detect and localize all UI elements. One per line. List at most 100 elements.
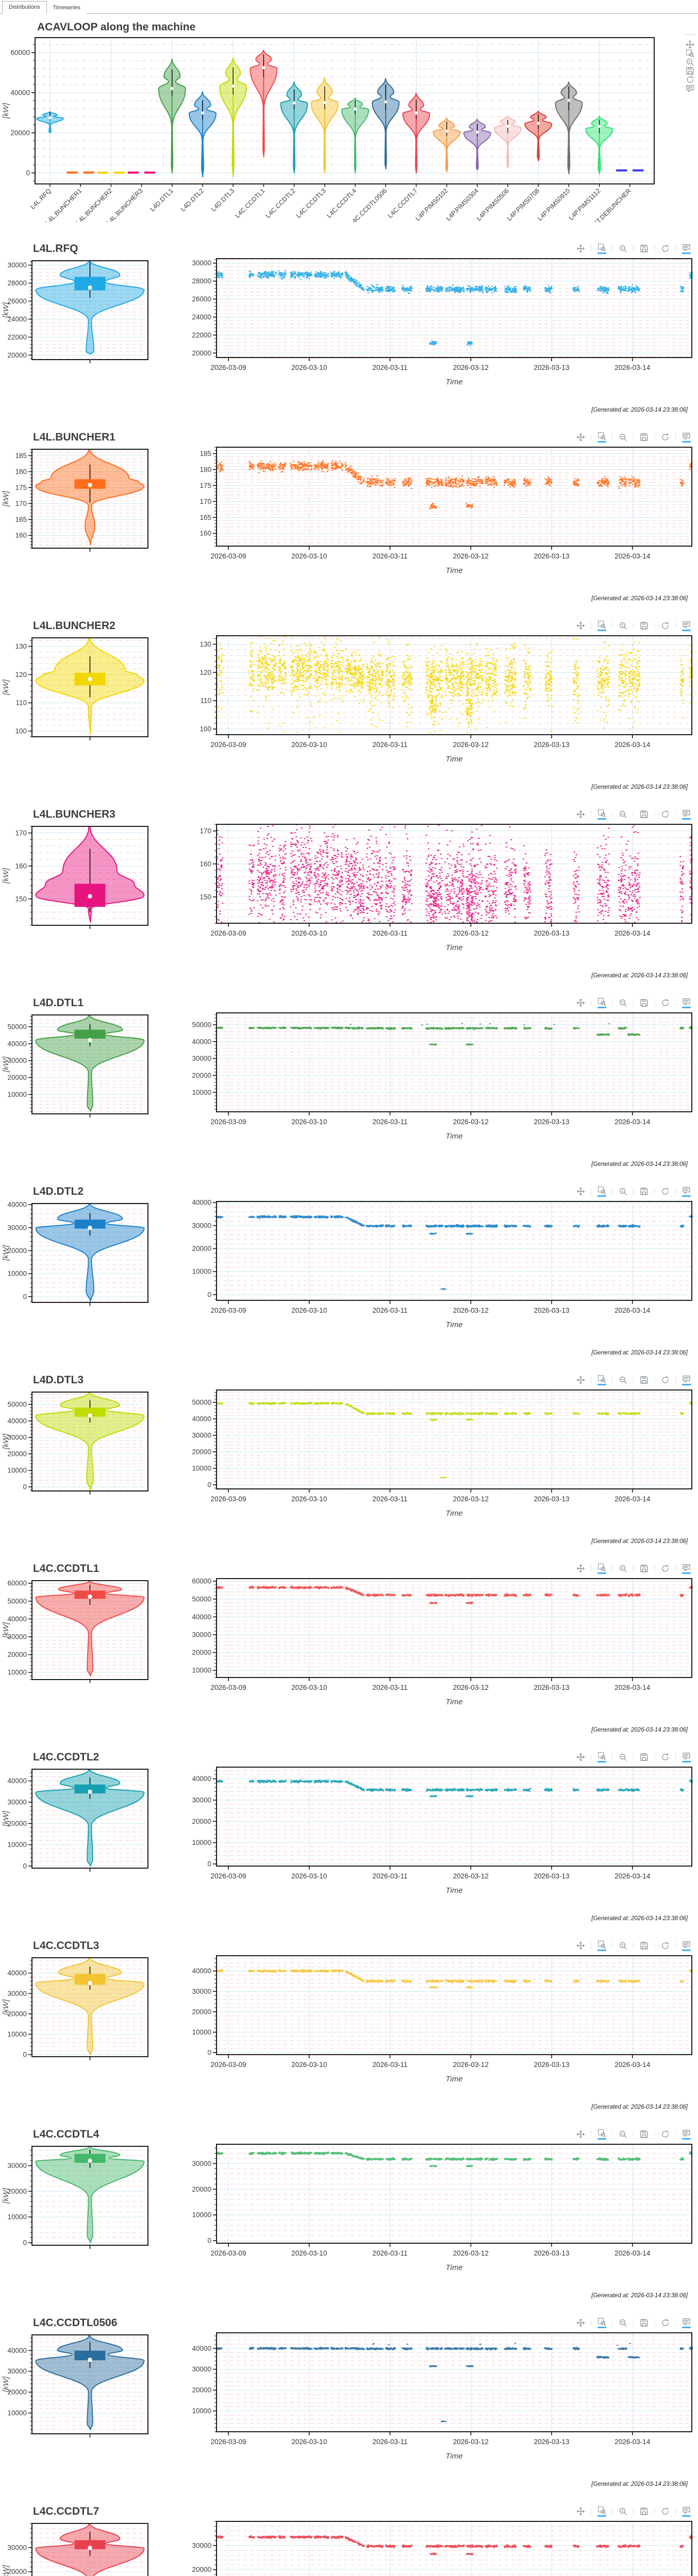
save-tool-icon[interactable] <box>639 810 649 819</box>
wheel-zoom-tool-icon[interactable] <box>618 1564 627 1573</box>
hover-tool-icon[interactable] <box>682 620 691 631</box>
timeseries-plot[interactable]: 10000 20000 30000 40000 2026-03-09 2026-03-10… <box>157 2329 698 2476</box>
wheel-zoom-tool-icon[interactable] <box>618 244 627 253</box>
box-zoom-tool-icon[interactable] <box>597 1563 606 1574</box>
pan-tool-icon[interactable] <box>576 621 585 630</box>
hover-tool-icon[interactable] <box>685 84 694 93</box>
violin-plot[interactable]: 150 160 170 [kW] <box>0 822 155 952</box>
save-tool-icon[interactable] <box>639 998 649 1007</box>
box-zoom-tool-icon[interactable] <box>597 1186 606 1197</box>
reset-tool-icon[interactable] <box>660 244 670 253</box>
save-tool-icon[interactable] <box>639 2318 649 2327</box>
timeseries-plot[interactable]: 0 10000 20000 30000 40000 2026-03-09 2026-03-1… <box>157 1952 698 2098</box>
violin-plot[interactable]: 0 10000 20000 30000 40000 [kW] <box>0 1954 155 2083</box>
reset-tool-icon[interactable] <box>660 1187 670 1196</box>
timeseries-plot[interactable]: 10000 20000 30000 40000 50000 60000 2026-03-09… <box>157 1574 698 1721</box>
hover-tool-icon[interactable] <box>682 2129 691 2140</box>
violin-plot[interactable]: 10000 20000 30000 40000 50000 [kW] <box>0 1011 155 1141</box>
timeseries-plot[interactable]: 01000020000300002026-03-092026-03-102026… <box>157 2517 698 2576</box>
violin-plot[interactable]: 20000 22000 24000 26000 28000 30000 [kW] <box>0 257 155 386</box>
reset-tool-icon[interactable] <box>660 1941 670 1950</box>
wheel-zoom-tool-icon[interactable] <box>618 1376 627 1384</box>
hover-tool-icon[interactable] <box>682 809 691 820</box>
tab-timeseries[interactable]: Timeseries <box>46 2 87 14</box>
tab-distributions[interactable]: Distributions <box>2 1 47 14</box>
save-tool-icon[interactable] <box>639 433 649 442</box>
timeseries-plot[interactable]: 0 10000 20000 30000 40000 50000 2026-03-09 2026… <box>157 1386 698 1533</box>
pan-tool-icon[interactable] <box>576 433 585 442</box>
violin-plot[interactable]: 10000 20000 30000 40000 [kW] <box>0 2331 155 2461</box>
box-zoom-tool-icon[interactable] <box>597 809 606 820</box>
save-tool-icon[interactable] <box>639 1564 649 1573</box>
hover-tool-icon[interactable] <box>682 432 691 443</box>
save-tool-icon[interactable] <box>639 1376 649 1384</box>
hover-tool-icon[interactable] <box>682 1752 691 1762</box>
save-tool-icon[interactable] <box>685 66 694 75</box>
hover-tool-icon[interactable] <box>682 2317 691 2328</box>
reset-tool-icon[interactable] <box>660 1376 670 1384</box>
reset-tool-icon[interactable] <box>660 433 670 442</box>
reset-tool-icon[interactable] <box>660 810 670 819</box>
reset-tool-icon[interactable] <box>660 1564 670 1573</box>
save-tool-icon[interactable] <box>639 621 649 630</box>
overview-violin-svg[interactable]: 0200004000060000L4L.RFQL4L.BUNCHER1L4L.B… <box>0 36 698 230</box>
wheel-zoom-tool-icon[interactable] <box>618 2318 627 2327</box>
save-tool-icon[interactable] <box>639 244 649 253</box>
violin-plot[interactable]: 100 110 120 130 [kW] <box>0 634 155 764</box>
reset-tool-icon[interactable] <box>660 998 670 1007</box>
violin-plot[interactable]: 160 165 170 175 180 185 [kW] <box>0 445 155 575</box>
wheel-zoom-tool-icon[interactable] <box>618 998 627 1007</box>
reset-tool-icon[interactable] <box>660 1753 670 1761</box>
reset-tool-icon[interactable] <box>660 2318 670 2327</box>
overview-violin-plot[interactable]: 0 20000 40000 60000 L4L.RFQ L4L.BUNCHER1 L4L.B… <box>0 36 698 230</box>
pan-tool-icon[interactable] <box>576 1753 585 1761</box>
pan-tool-icon[interactable] <box>576 1941 585 1950</box>
timeseries-plot[interactable]: 20000 22000 24000 26000 28000 30000 2026-03-09… <box>157 255 698 401</box>
box-zoom-tool-icon[interactable] <box>597 243 606 254</box>
wheel-zoom-tool-icon[interactable] <box>618 621 627 630</box>
violin-plot[interactable]: 0 10000 20000 30000 40000 [kW] <box>0 1199 155 1329</box>
box-zoom-tool-icon[interactable] <box>685 49 694 58</box>
violin-plot[interactable]: 0 10000 20000 30000 40000 50000 [kW] <box>0 1388 155 1518</box>
reset-tool-icon[interactable] <box>685 75 694 84</box>
pan-tool-icon[interactable] <box>576 1187 585 1196</box>
save-tool-icon[interactable] <box>639 2507 649 2516</box>
reset-tool-icon[interactable] <box>660 2130 670 2139</box>
wheel-zoom-tool-icon[interactable] <box>618 2130 627 2139</box>
pan-tool-icon[interactable] <box>576 998 585 1007</box>
box-zoom-tool-icon[interactable] <box>597 1375 606 1385</box>
pan-tool-icon[interactable] <box>576 2318 585 2327</box>
box-zoom-tool-icon[interactable] <box>597 997 606 1008</box>
timeseries-plot[interactable]: 150 160 170 2026-03-09 2026-03-10 2026-03-11 2… <box>157 820 698 967</box>
wheel-zoom-tool-icon[interactable] <box>618 1941 627 1950</box>
box-zoom-tool-icon[interactable] <box>597 1940 606 1951</box>
box-zoom-tool-icon[interactable] <box>597 1752 606 1762</box>
wheel-zoom-tool-icon[interactable] <box>618 2507 627 2516</box>
box-zoom-tool-icon[interactable] <box>597 432 606 443</box>
timeseries-plot[interactable]: 160 165 170 175 180 185 2026-03-09 2026-03-10 20… <box>157 443 698 590</box>
wheel-zoom-tool-icon[interactable] <box>618 1187 627 1196</box>
timeseries-plot[interactable]: 100 110 120 130 2026-03-09 2026-03-10 2026-03-… <box>157 632 698 778</box>
violin-plot[interactable]: 10000 20000 30000 40000 50000 60000 [kW] <box>0 1577 155 1706</box>
pan-tool-icon[interactable] <box>685 40 694 49</box>
timeseries-plot[interactable]: 10000 20000 30000 40000 50000 2026-03-09 2026-… <box>157 1009 698 1156</box>
box-zoom-tool-icon[interactable] <box>597 2129 606 2140</box>
hover-tool-icon[interactable] <box>682 1186 691 1197</box>
timeseries-plot[interactable]: 0 10000 20000 30000 40000 2026-03-09 2026-03-1… <box>157 1763 698 1910</box>
hover-tool-icon[interactable] <box>682 1375 691 1385</box>
save-tool-icon[interactable] <box>639 1187 649 1196</box>
pan-tool-icon[interactable] <box>576 2507 585 2516</box>
save-tool-icon[interactable] <box>639 2130 649 2139</box>
pan-tool-icon[interactable] <box>576 2130 585 2139</box>
wheel-zoom-tool-icon[interactable] <box>685 58 694 66</box>
wheel-zoom-tool-icon[interactable] <box>618 810 627 819</box>
hover-tool-icon[interactable] <box>682 2506 691 2517</box>
pan-tool-icon[interactable] <box>576 1564 585 1573</box>
hover-tool-icon[interactable] <box>682 997 691 1008</box>
wheel-zoom-tool-icon[interactable] <box>618 433 627 442</box>
box-zoom-tool-icon[interactable] <box>597 620 606 631</box>
timeseries-plot[interactable]: 0 10000 20000 30000 40000 2026-03-09 2026-03-1… <box>157 1197 698 1344</box>
